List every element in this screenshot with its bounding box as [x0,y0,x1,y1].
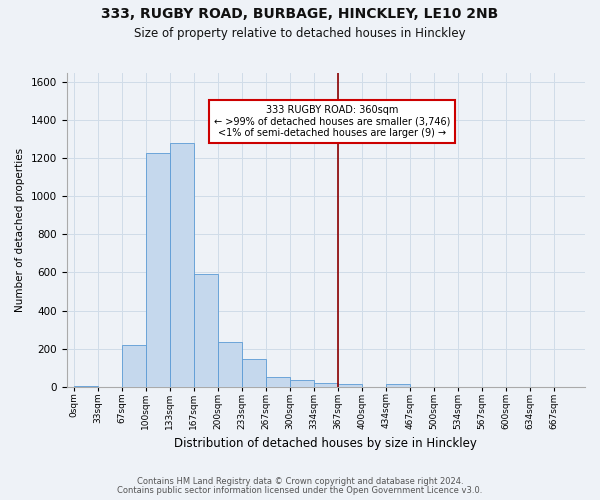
Text: Contains HM Land Registry data © Crown copyright and database right 2024.: Contains HM Land Registry data © Crown c… [137,477,463,486]
Bar [146,154,170,386]
Bar [218,342,242,386]
Text: 333 RUGBY ROAD: 360sqm
← >99% of detached houses are smaller (3,746)
<1% of semi: 333 RUGBY ROAD: 360sqm ← >99% of detache… [214,105,450,138]
X-axis label: Distribution of detached houses by size in Hinckley: Distribution of detached houses by size … [175,437,477,450]
Text: Contains public sector information licensed under the Open Government Licence v3: Contains public sector information licen… [118,486,482,495]
Bar [386,384,410,386]
Y-axis label: Number of detached properties: Number of detached properties [15,148,25,312]
Bar [290,380,314,386]
Text: 333, RUGBY ROAD, BURBAGE, HINCKLEY, LE10 2NB: 333, RUGBY ROAD, BURBAGE, HINCKLEY, LE10… [101,8,499,22]
Bar [194,274,218,386]
Bar [266,377,290,386]
Bar [338,384,362,386]
Bar [314,382,338,386]
Text: Size of property relative to detached houses in Hinckley: Size of property relative to detached ho… [134,28,466,40]
Bar [122,345,146,387]
Bar [170,143,194,386]
Bar [242,359,266,386]
